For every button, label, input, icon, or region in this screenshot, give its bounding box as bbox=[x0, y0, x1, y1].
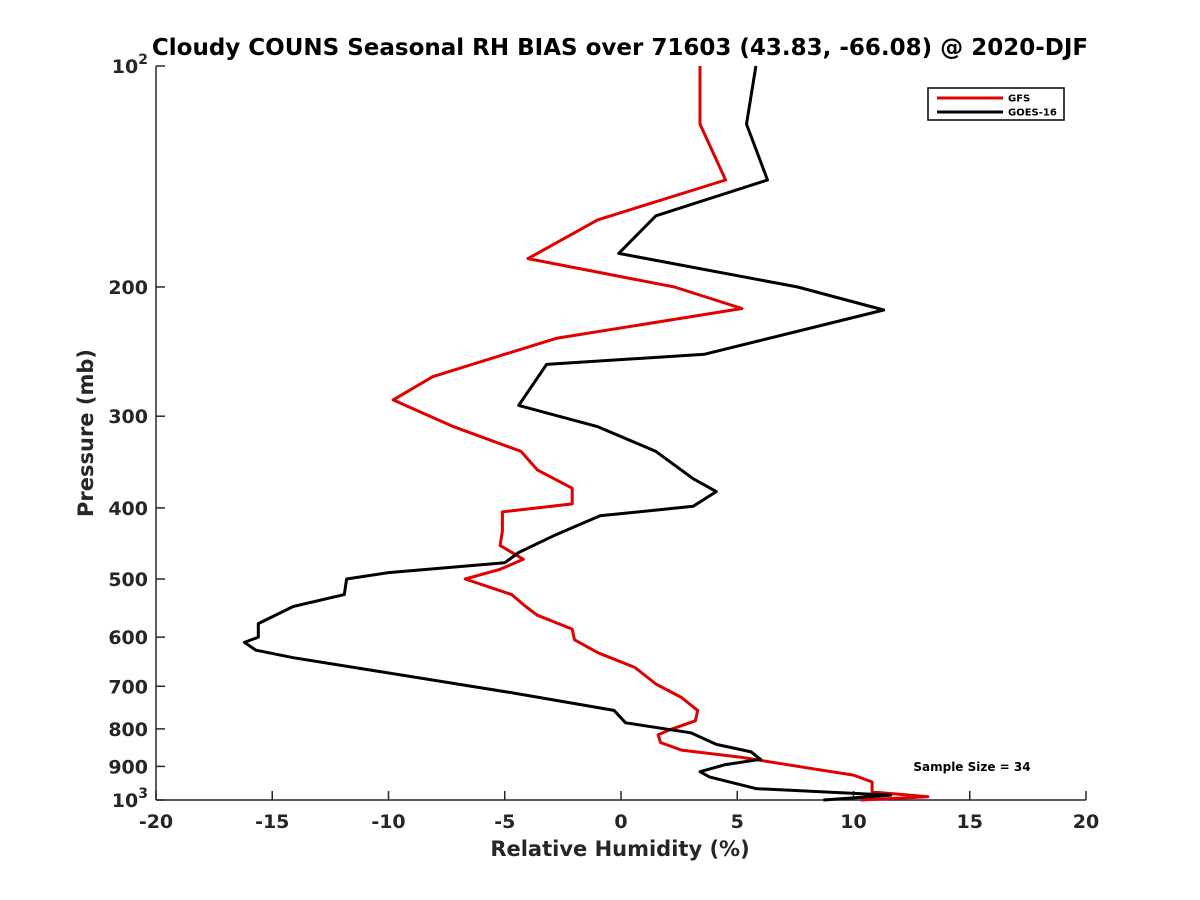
x-tick-label: 15 bbox=[957, 811, 983, 833]
x-tick-label: 20 bbox=[1073, 811, 1099, 833]
series-lines bbox=[242, 65, 930, 802]
y-tick-label: 600 bbox=[108, 627, 148, 649]
y-axis-ticks: 102 200 300 400 500 600 700 800 900 103 bbox=[108, 52, 165, 812]
legend-entries: GFS GOES-16 bbox=[937, 94, 1057, 119]
series-line-gfs bbox=[391, 66, 930, 802]
x-tick-label: -10 bbox=[371, 811, 405, 833]
y-tick-label: 700 bbox=[108, 676, 148, 698]
sample-size-annotation: Sample Size = 34 bbox=[913, 760, 1030, 774]
y-tick-label: 200 bbox=[108, 277, 148, 299]
x-tick-label: -20 bbox=[139, 811, 173, 833]
y-tick-label: 500 bbox=[108, 569, 148, 591]
y-tick-label: 300 bbox=[108, 406, 148, 428]
x-axis-ticks: -20 -15 -10 -5 0 5 10 15 20 bbox=[139, 791, 1099, 833]
legend: GFS GOES-16 bbox=[927, 87, 1065, 121]
legend-label: GOES-16 bbox=[1008, 108, 1057, 119]
x-tick-label: 0 bbox=[614, 811, 627, 833]
plot-area: -20 -15 -10 -5 0 5 10 15 20 102 200 300 400 500 600 70… bbox=[108, 52, 1099, 833]
legend-label: GFS bbox=[1008, 94, 1030, 105]
x-tick-label: 10 bbox=[840, 811, 866, 833]
x-tick-label: 5 bbox=[731, 811, 744, 833]
y-tick-label: 900 bbox=[108, 756, 148, 778]
x-tick-label: -15 bbox=[255, 811, 289, 833]
y-tick-label: 102 bbox=[112, 52, 148, 78]
legend-box bbox=[927, 87, 1065, 121]
x-axis-label: Relative Humidity (%) bbox=[490, 837, 749, 861]
y-tick-label: 400 bbox=[108, 498, 148, 520]
y-tick-label: 103 bbox=[112, 786, 148, 812]
series-line-goes-16 bbox=[242, 65, 893, 802]
chart-title: Cloudy COUNS Seasonal RH BIAS over 71603… bbox=[152, 35, 1088, 61]
y-tick-label: 800 bbox=[108, 719, 148, 741]
y-axis-label: Pressure (mb) bbox=[74, 349, 98, 517]
x-tick-label: -5 bbox=[494, 811, 515, 833]
